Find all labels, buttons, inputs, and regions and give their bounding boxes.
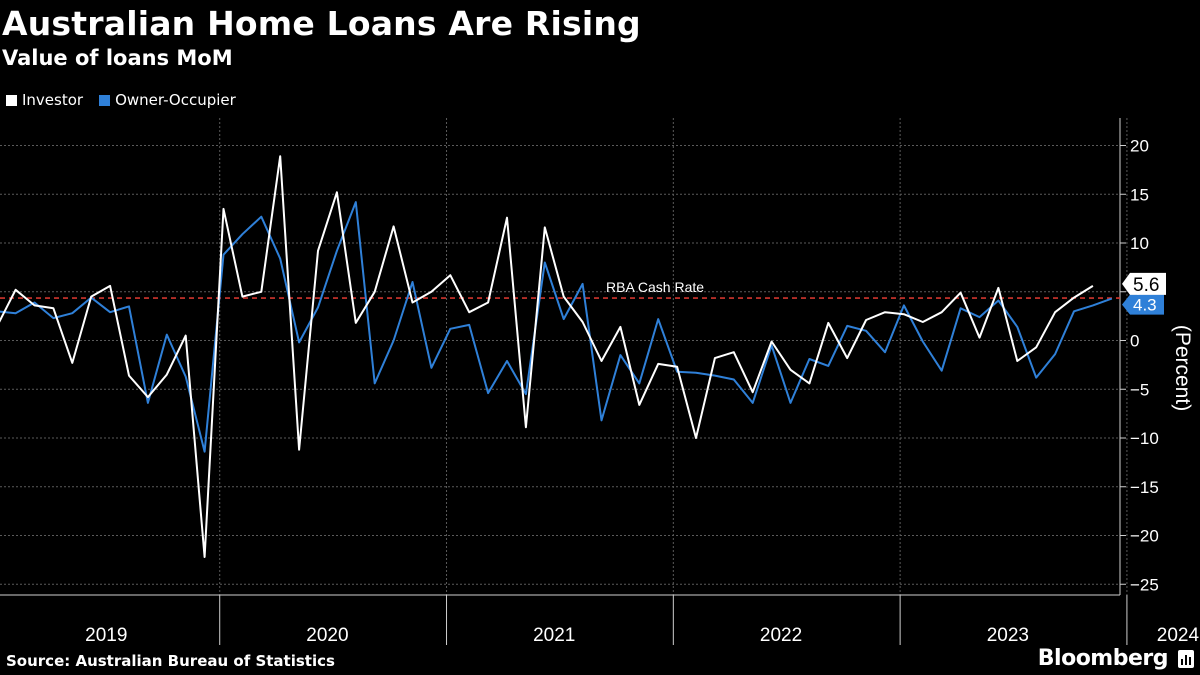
last-value-tag-owner-occupier <box>1122 294 1164 315</box>
x-tick-label: 2023 <box>987 625 1029 646</box>
x-tick-label: 2020 <box>306 625 348 646</box>
legend-swatch-investor <box>6 94 17 106</box>
rba-cash-rate-label: RBA Cash Rate <box>606 279 704 295</box>
y-tick-label: −10 <box>1130 429 1159 448</box>
x-tick-label: 2021 <box>533 625 575 646</box>
chart-title: Australian Home Loans Are Rising <box>2 4 641 43</box>
last-value-label-investor: 5.6 <box>1133 275 1159 296</box>
last-value-tag-investor <box>1122 272 1166 295</box>
legend-item-owner-occupier: Owner-Occupier <box>99 91 236 109</box>
legend-label-investor: Investor <box>22 91 84 109</box>
legend-item-investor: Investor <box>6 91 83 109</box>
y-tick-label: −25 <box>1130 575 1159 594</box>
y-tick-label: 15 <box>1130 185 1149 204</box>
x-tick-label: 2024 <box>1157 625 1200 646</box>
series-line-owner-occupier <box>0 201 1113 453</box>
series-line-investor <box>0 155 1094 558</box>
y-tick-label: 10 <box>1130 234 1149 253</box>
y-tick-label: 0 <box>1130 332 1139 351</box>
legend-swatch-owner-occupier <box>99 94 111 106</box>
x-tick-label: 2022 <box>760 625 802 646</box>
chart-subtitle: Value of loans MoM <box>2 46 233 70</box>
bloomberg-logo: Bloomberg <box>1037 646 1169 671</box>
bloomberg-terminal-icon <box>1178 650 1194 668</box>
y-tick-label: −20 <box>1130 527 1159 546</box>
legend: Investor Owner-Occupier <box>6 91 252 109</box>
last-value-label-owner-occupier: 4.3 <box>1133 296 1157 315</box>
legend-label-owner-occupier: Owner-Occupier <box>115 91 236 109</box>
y-tick-label: −15 <box>1130 478 1159 497</box>
y-tick-label: 20 <box>1130 137 1149 156</box>
y-axis-title: (Percent) <box>1171 325 1194 411</box>
source-note: Source: Australian Bureau of Statistics <box>6 652 335 670</box>
y-tick-label: −5 <box>1130 380 1149 399</box>
x-tick-label: 2019 <box>85 625 127 646</box>
